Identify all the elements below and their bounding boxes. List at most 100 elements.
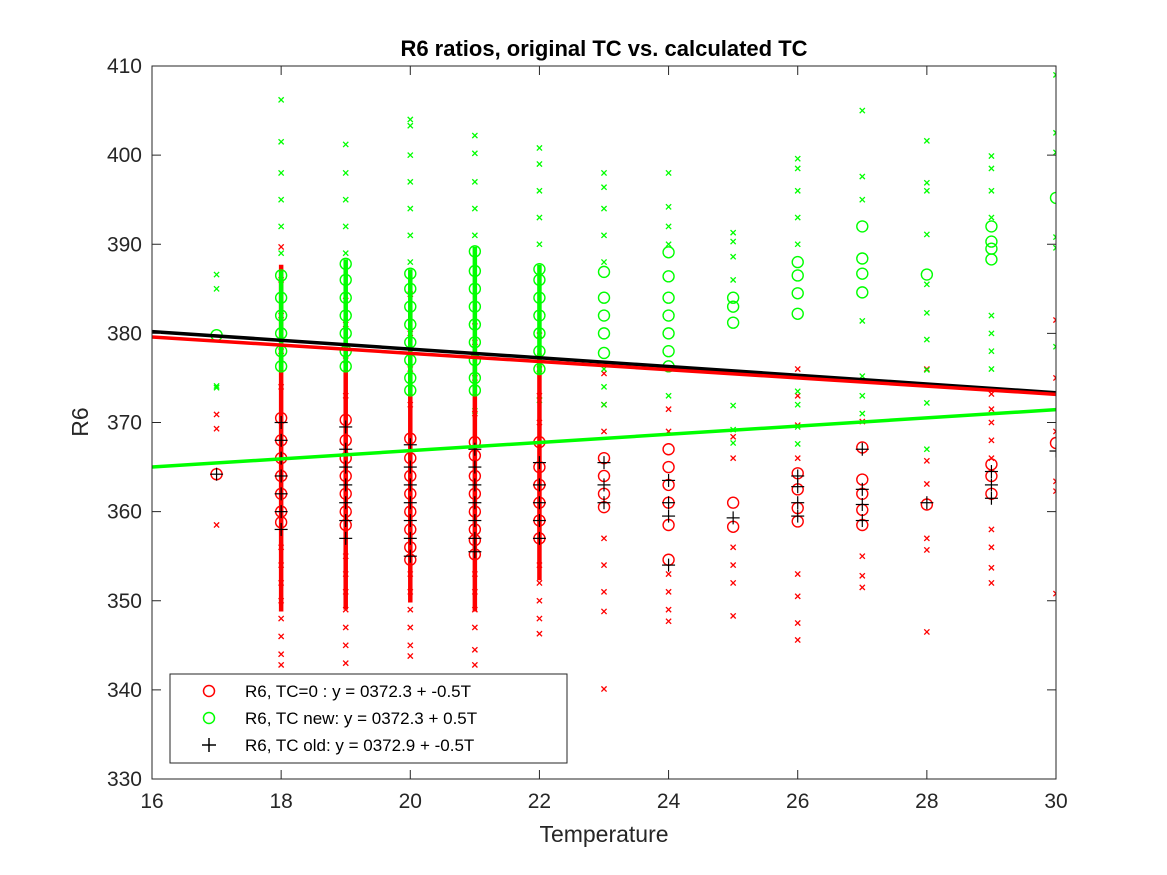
tc-new-cross-point: [794, 401, 801, 408]
tc-new-circle-point: [662, 309, 675, 322]
tc0-cross-point: [665, 618, 672, 625]
tc-new-cross-point: [471, 232, 478, 239]
tc0-cross-point: [988, 406, 995, 413]
tc-old-plus-point: [468, 478, 482, 492]
tc-new-circle-point: [856, 220, 869, 233]
tc-old-plus-point: [339, 496, 353, 510]
tc0-cross-point: [665, 406, 672, 413]
tc0-cross-point: [1052, 488, 1056, 495]
tc-new-cross-point: [923, 446, 930, 453]
tc-new-cross-point: [407, 122, 414, 129]
tc0-cross-point: [988, 544, 995, 551]
tc-new-cross-point: [536, 144, 543, 152]
tc0-cross-point: [278, 243, 285, 250]
tc-new-circle-point: [339, 309, 352, 322]
tc-new-cross-point: [213, 382, 220, 390]
tc-new-circle-point: [726, 300, 740, 313]
tc-new-cross-point: [988, 152, 995, 160]
tc-new-circle-point: [791, 255, 804, 269]
tc-old-plus-point: [532, 456, 546, 470]
tc0-cross-point: [988, 526, 995, 533]
tc0-cross-point: [794, 455, 801, 462]
x-tick-label: 24: [657, 790, 681, 813]
y-tick-label: 410: [107, 55, 142, 78]
tc-new-circle-point: [274, 269, 288, 282]
tc-new-cross-point: [600, 184, 608, 191]
tc-new-circle-point: [856, 286, 869, 299]
tc-new-circle-point: [662, 270, 675, 283]
tc-new-circle-point: [662, 246, 675, 259]
tc-new-circle-point: [274, 309, 288, 322]
tc-new-cross-point: [600, 401, 608, 408]
tc0-fit-line: [152, 335, 1056, 397]
tc-old-plus-point: [403, 496, 417, 510]
legend-box: [169, 673, 568, 764]
tc-new-cross-point: [859, 173, 866, 180]
tc-new-circle-point: [533, 291, 546, 304]
tc-old-plus-point: [403, 549, 417, 563]
tc-old-plus-point: [532, 514, 546, 528]
tc-new-cross-point: [665, 169, 672, 177]
tc-old-plus-point: [274, 433, 288, 447]
tc-new-circle-point: [468, 318, 482, 331]
y-tick-label: 400: [107, 144, 142, 167]
tc-old-plus-point: [403, 514, 417, 528]
tc0-cross-point: [730, 433, 737, 440]
tc-new-cross-point: [794, 241, 801, 248]
x-tick-label: 20: [399, 790, 422, 813]
tc0-cross-point: [859, 572, 866, 579]
tc-old-plus-point: [274, 469, 288, 483]
tc0-cross-point: [859, 553, 866, 560]
x-tick-label: 16: [140, 790, 163, 813]
tc-new-circle-point: [1049, 191, 1056, 205]
tc0-cross-point: [859, 584, 866, 591]
tc-old-plus-point: [210, 467, 224, 481]
tc-new-circle-point: [791, 307, 804, 320]
tc-new-cross-point: [665, 203, 672, 210]
tc0-cross-point: [213, 521, 220, 529]
tc0-cross-point: [407, 642, 414, 649]
tc-new-cross-point: [213, 271, 220, 278]
tc-new-cross-point: [536, 241, 543, 248]
x-tick-label: 30: [1044, 790, 1067, 813]
y-tick-label: 330: [107, 768, 142, 791]
tc-new-cross-point: [794, 165, 801, 172]
tc-old-plus-point: [662, 496, 676, 510]
tc-new-cross-point: [988, 312, 995, 319]
tc-new-cross-point: [600, 205, 608, 212]
tc-new-cross-point: [1052, 149, 1056, 156]
tc0-cross-point: [471, 661, 478, 668]
tc0-cross-point: [923, 457, 930, 464]
tc-new-cross-point: [342, 141, 349, 148]
tc-old-plus-point: [726, 511, 740, 525]
tc-old-plus-point: [274, 522, 288, 536]
tc-new-circle-point: [920, 268, 934, 281]
marks-layer: [210, 71, 1056, 693]
tc0-cross-point: [665, 588, 672, 595]
x-tick-label: 18: [269, 790, 292, 813]
tc0-cross-point: [794, 392, 801, 399]
tc-old-plus-point: [532, 478, 546, 492]
tc0-cross-point: [988, 579, 995, 586]
tc-new-cross-point: [730, 229, 737, 236]
tc-new-cross-point: [794, 440, 801, 447]
tc0-cross-point: [988, 419, 995, 426]
tc-new-cross-point: [730, 276, 737, 283]
tc-new-cross-point: [278, 169, 285, 177]
tc0-cross-point: [1052, 590, 1056, 597]
tc0-cross-point: [794, 570, 801, 578]
tc-old-plus-point: [855, 442, 869, 456]
tc0-cross-point: [278, 661, 285, 668]
tc-new-cross-point: [794, 155, 801, 162]
tc-new-cross-point: [923, 336, 930, 343]
tc-new-circle-point: [339, 257, 352, 271]
tc-new-cross-point: [407, 205, 414, 212]
x-tick-label: 22: [528, 790, 551, 813]
tc-old-plus-point: [403, 531, 417, 545]
tc0-cross-point: [794, 636, 801, 644]
tc-new-circle-point: [597, 327, 611, 340]
tc-new-cross-point: [988, 365, 995, 373]
tc0-cross-point: [342, 642, 349, 649]
y-tick-label: 360: [107, 501, 142, 524]
